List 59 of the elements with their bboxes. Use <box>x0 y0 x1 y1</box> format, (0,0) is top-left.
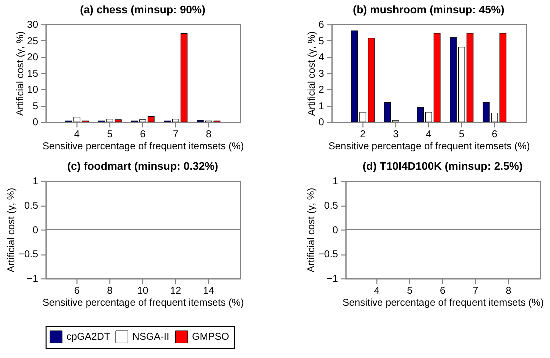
y-axis-title: Artificial cost (γ, %) <box>306 32 318 116</box>
chart-title: (b) mushroom (minsup: 45%) <box>353 4 506 17</box>
y-tick-label: 6 <box>318 20 325 32</box>
y-tick-label: 0 <box>32 118 39 129</box>
x-tick-label: 12 <box>170 286 182 298</box>
x-tick-label: 7 <box>173 130 180 141</box>
y-tick-label: 5 <box>32 101 39 112</box>
y-tick-label: 0.5 <box>24 200 39 212</box>
x-axis-title: Sensitive percentage of frequent itemsets (%) <box>342 298 544 310</box>
y-tick-label: 0 <box>332 225 339 236</box>
y-tick-label: 2 <box>318 85 325 96</box>
legend-label: NSGA-II <box>132 332 170 344</box>
y-tick-label: 25 <box>27 36 39 48</box>
y-tick-label: 20 <box>27 52 39 64</box>
x-tick-label: 4 <box>374 286 380 298</box>
x-tick-label: 14 <box>203 286 215 298</box>
x-axis-title: Sensitive percentage of frequent itemsets (%) <box>42 142 244 153</box>
x-tick-label: 6 <box>492 130 498 141</box>
y-axis-title: Artificial cost (γ, %) <box>306 188 318 273</box>
y-tick-label: 30 <box>27 20 39 32</box>
x-tick-label: 8 <box>506 286 512 298</box>
y-tick-label: 10 <box>27 85 39 96</box>
x-tick-label: 6 <box>440 286 446 298</box>
x-tick-label: 8 <box>107 286 114 298</box>
y-tick-label: −1 <box>27 274 39 286</box>
y-tick-label: 3 <box>318 68 325 80</box>
x-axis-title: Sensitive percentage of frequent itemsets (%) <box>328 142 530 153</box>
y-tick-label: −0.5 <box>318 250 339 261</box>
y-tick-label: 1 <box>332 176 339 188</box>
y-tick-label: 1 <box>32 176 39 188</box>
y-tick-label: 15 <box>27 68 39 80</box>
y-tick-label: 0 <box>318 118 325 129</box>
x-tick-label: 3 <box>393 130 400 141</box>
chart-title: (c) foodmart (minsup: 0.32%) <box>68 161 219 174</box>
x-tick-label: 6 <box>140 130 146 141</box>
x-tick-label: 8 <box>206 130 212 141</box>
y-tick-label: 0 <box>32 225 39 236</box>
x-tick-label: 5 <box>407 286 414 298</box>
x-tick-label: 2 <box>360 130 366 141</box>
y-axis-title: Artificial cost (γ, %) <box>15 32 26 116</box>
y-tick-label: 4 <box>318 52 325 64</box>
chart-title: (d) T10I4D100K (minsup: 2.5%) <box>362 161 524 174</box>
x-tick-label: 7 <box>473 286 480 298</box>
y-tick-label: 5 <box>318 36 325 48</box>
y-tick-label: −0.5 <box>18 250 39 261</box>
x-tick-label: 6 <box>74 286 80 298</box>
x-tick-label: 5 <box>107 130 114 141</box>
y-tick-label: −1 <box>326 274 339 286</box>
x-tick-label: 4 <box>426 130 432 141</box>
legend-label: GMPSO <box>192 332 230 344</box>
y-axis-title: Artificial cost (γ, %) <box>6 188 18 273</box>
x-tick-label: 10 <box>137 286 149 298</box>
chart-title: (a) chess (minsup: 90%) <box>80 4 206 17</box>
x-tick-label: 5 <box>459 130 466 141</box>
x-tick-label: 4 <box>74 130 80 141</box>
x-axis-title: Sensitive percentage of frequent itemsets (%) <box>42 298 244 310</box>
legend-label: cpGA2DT <box>66 332 110 344</box>
y-tick-label: 1 <box>318 101 325 112</box>
y-tick-label: 0.5 <box>324 200 339 212</box>
